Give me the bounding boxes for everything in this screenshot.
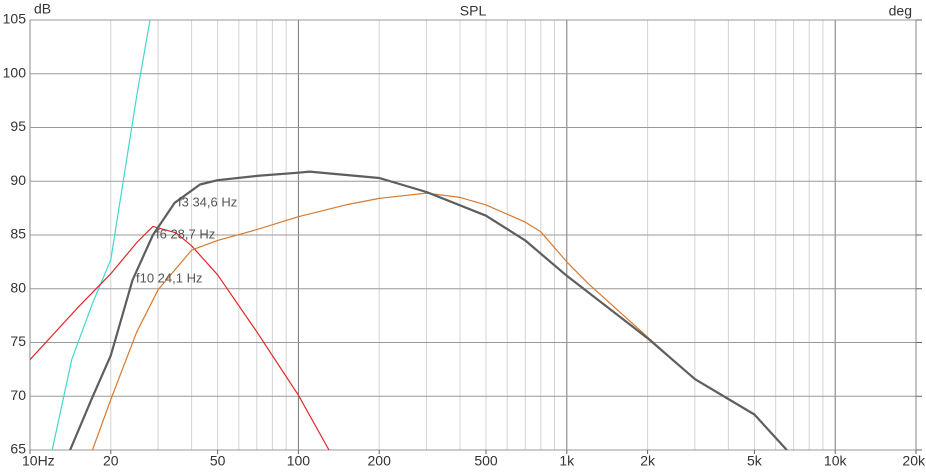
y-axis-label: dB [34,1,51,17]
x-tick-label: 200 [368,453,392,469]
x-tick-label: 20 [103,453,119,469]
annotation: f3 34,6 Hz [178,194,237,209]
x-tick-label: 5k [747,453,763,469]
y-tick-label: 70 [10,387,26,403]
x-tick-label: 10Hz [22,453,55,469]
grid [29,19,922,454]
series-line [51,20,151,450]
x-tick-label: 50 [210,453,226,469]
y-tick-label: 65 [10,441,26,457]
y-tick-label: 75 [10,333,26,349]
y2-axis-label: deg [889,3,912,19]
series-group [30,20,788,450]
chart-title: SPL [460,3,487,19]
annotation: f6 28,7 Hz [156,226,215,241]
annotation: f10 24,1 Hz [136,270,203,285]
x-tick-label: 500 [474,453,498,469]
y-tick-label: 85 [10,226,26,242]
series-line [30,225,330,450]
x-tick-label: 20k [902,453,926,469]
y-tick-label: 105 [3,11,27,27]
y-tick-label: 95 [10,118,26,134]
x-tick-label: 1k [559,453,575,469]
x-tick-label: 100 [287,453,311,469]
y-tick-label: 90 [10,172,26,188]
series-line [69,170,788,450]
x-tick-label: 10k [824,453,848,469]
x-tick-label: 2k [640,453,656,469]
y-tick-label: 80 [10,279,26,295]
y-tick-label: 100 [3,64,27,80]
